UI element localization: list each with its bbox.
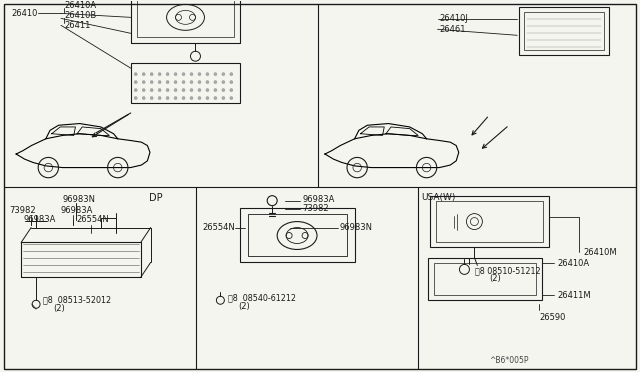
- Text: 26554N: 26554N: [76, 215, 109, 224]
- Bar: [248, 214, 347, 256]
- Circle shape: [174, 73, 177, 76]
- Text: 26410J: 26410J: [440, 14, 468, 23]
- Text: 96983A: 96983A: [302, 195, 335, 204]
- Text: (2): (2): [53, 304, 65, 313]
- Circle shape: [190, 73, 193, 76]
- Bar: [429, 196, 549, 247]
- Text: ^B6*005P: ^B6*005P: [490, 356, 529, 365]
- Circle shape: [150, 89, 153, 92]
- Text: 26410A: 26410A: [557, 259, 589, 268]
- Text: (2): (2): [490, 274, 501, 283]
- Circle shape: [158, 89, 161, 92]
- Circle shape: [134, 89, 137, 92]
- Circle shape: [206, 73, 209, 76]
- Circle shape: [166, 89, 169, 92]
- Circle shape: [142, 97, 145, 100]
- Circle shape: [214, 73, 217, 76]
- Text: DP: DP: [148, 193, 163, 203]
- Circle shape: [182, 97, 185, 100]
- Text: 26410M: 26410M: [583, 248, 616, 257]
- Circle shape: [134, 81, 137, 84]
- Circle shape: [134, 97, 137, 100]
- Circle shape: [198, 81, 201, 84]
- Text: 73982: 73982: [9, 206, 36, 215]
- Text: 26410B: 26410B: [64, 11, 96, 20]
- Text: (2): (2): [238, 302, 250, 311]
- Circle shape: [214, 89, 217, 92]
- Circle shape: [222, 97, 225, 100]
- Circle shape: [182, 89, 185, 92]
- Circle shape: [142, 81, 145, 84]
- Circle shape: [190, 81, 193, 84]
- Text: Ⓞ8 08510-51212: Ⓞ8 08510-51212: [476, 266, 541, 275]
- Text: Ⓞ8  08513-52012: Ⓞ8 08513-52012: [43, 296, 111, 305]
- Text: USA(W): USA(W): [422, 193, 456, 202]
- Circle shape: [166, 81, 169, 84]
- Text: Ⓞ8  08540-61212: Ⓞ8 08540-61212: [228, 294, 296, 303]
- Text: 26411: 26411: [64, 21, 90, 30]
- Circle shape: [222, 81, 225, 84]
- Circle shape: [142, 73, 145, 76]
- Bar: [436, 201, 543, 243]
- Text: 26410A: 26410A: [64, 1, 96, 10]
- Circle shape: [166, 73, 169, 76]
- Text: 26554N: 26554N: [202, 223, 236, 232]
- Circle shape: [134, 73, 137, 76]
- Circle shape: [174, 89, 177, 92]
- Circle shape: [198, 73, 201, 76]
- Circle shape: [158, 97, 161, 100]
- Circle shape: [158, 73, 161, 76]
- Text: 73982: 73982: [302, 204, 329, 213]
- Circle shape: [158, 81, 161, 84]
- Circle shape: [230, 81, 233, 84]
- Text: 96983A: 96983A: [23, 215, 56, 224]
- Bar: [433, 263, 536, 295]
- Circle shape: [174, 81, 177, 84]
- Bar: [524, 12, 604, 50]
- Circle shape: [166, 97, 169, 100]
- Circle shape: [206, 81, 209, 84]
- Circle shape: [222, 89, 225, 92]
- Circle shape: [190, 97, 193, 100]
- Circle shape: [190, 89, 193, 92]
- Bar: [240, 208, 355, 262]
- Circle shape: [150, 73, 153, 76]
- Circle shape: [222, 73, 225, 76]
- Bar: [131, 63, 240, 103]
- Circle shape: [230, 73, 233, 76]
- Text: 96983N: 96983N: [63, 195, 96, 204]
- Circle shape: [150, 97, 153, 100]
- Circle shape: [150, 81, 153, 84]
- Text: 96983N: 96983N: [340, 223, 373, 232]
- Text: 26590: 26590: [539, 313, 566, 322]
- Circle shape: [198, 89, 201, 92]
- Circle shape: [206, 97, 209, 100]
- Bar: [428, 259, 542, 300]
- Text: 26410: 26410: [11, 9, 38, 18]
- Bar: [137, 0, 234, 37]
- Bar: [131, 0, 240, 43]
- Circle shape: [182, 73, 185, 76]
- Circle shape: [198, 97, 201, 100]
- Bar: [519, 7, 609, 55]
- Text: 96983A: 96983A: [61, 206, 93, 215]
- Text: 26411M: 26411M: [557, 291, 591, 300]
- Circle shape: [230, 89, 233, 92]
- Circle shape: [214, 81, 217, 84]
- Text: 26461: 26461: [440, 25, 466, 34]
- Circle shape: [230, 97, 233, 100]
- Circle shape: [182, 81, 185, 84]
- Circle shape: [214, 97, 217, 100]
- Circle shape: [174, 97, 177, 100]
- Circle shape: [142, 89, 145, 92]
- Circle shape: [206, 89, 209, 92]
